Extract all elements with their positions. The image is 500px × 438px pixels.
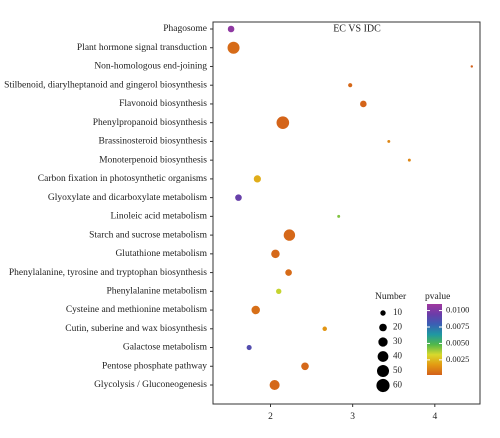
y-tick-label: Starch and sucrose metabolism	[89, 230, 208, 240]
size-legend-dot	[379, 323, 387, 332]
y-tick-label: Glycolysis / Gluconeogenesis	[94, 380, 207, 390]
size-legend-dot	[380, 310, 386, 316]
size-legend-title: Number	[375, 292, 407, 302]
data-point	[269, 379, 280, 391]
data-point	[285, 269, 292, 276]
x-tick-label: 4	[432, 412, 437, 422]
data-point	[251, 305, 260, 315]
y-tick-label: Carbon fixation in photosynthetic organi…	[38, 173, 208, 184]
x-tick-label: 3	[350, 412, 355, 422]
y-tick-label: Phagosome	[163, 24, 207, 34]
data-point	[246, 344, 252, 351]
y-tick-label: Galactose metabolism	[123, 343, 208, 353]
y-tick-label: Linoleic acid metabolism	[110, 212, 207, 222]
size-legend-dot	[376, 364, 390, 378]
chart-title: EC VS IDC	[333, 23, 381, 34]
data-point	[276, 288, 282, 295]
data-point	[227, 41, 240, 54]
data-point	[348, 83, 353, 88]
y-tick-label: Glutathione metabolism	[115, 249, 207, 259]
y-tick-label: Flavonoid biosynthesis	[119, 99, 207, 109]
data-point	[283, 229, 296, 241]
data-point	[337, 214, 341, 218]
size-legend-label: 20	[393, 322, 403, 332]
size-legend-label: 50	[393, 365, 403, 375]
size-legend-label: 10	[393, 307, 403, 317]
y-tick-label: Brassinosteroid biosynthesis	[99, 137, 208, 147]
y-tick-label: Plant hormone signal transduction	[77, 43, 207, 53]
data-point	[235, 194, 242, 201]
color-legend-bar	[427, 304, 442, 375]
size-legend-dot	[377, 351, 389, 362]
plot-frame	[212, 21, 481, 405]
size-legend-label: 40	[393, 351, 403, 361]
y-tick-label: Monoterpenoid biosynthesis	[99, 155, 207, 165]
y-tick-label: Glyoxylate and dicarboxylate metabolism	[48, 193, 208, 203]
data-point	[301, 362, 309, 371]
y-tick-label: Cutin, suberine and wax biosynthesis	[65, 324, 207, 334]
size-legend-dot	[378, 337, 388, 347]
color-legend-label: 0.0025	[446, 354, 469, 364]
size-legend-dot	[376, 378, 390, 393]
data-point	[360, 100, 367, 108]
y-tick-label: Pentose phosphate pathway	[102, 361, 207, 371]
y-tick-label: Stilbenoid, diarylheptanoid and gingerol…	[4, 80, 207, 90]
data-point	[276, 116, 290, 129]
color-legend-title: pvalue	[425, 292, 450, 302]
color-legend-label: 0.0100	[446, 305, 469, 315]
x-tick-label: 2	[268, 412, 273, 422]
y-tick-label: Phenylalanine metabolism	[106, 287, 207, 297]
color-legend-label: 0.0050	[446, 337, 469, 347]
y-tick-label: Non-homologous end-joining	[94, 62, 207, 72]
size-legend-label: 60	[393, 380, 403, 390]
y-tick-label: Phenylpropanoid biosynthesis	[93, 118, 208, 128]
y-tick-label: Cysteine and methionine metabolism	[66, 305, 208, 315]
data-point	[387, 139, 391, 143]
data-point	[322, 326, 327, 332]
data-point	[407, 158, 411, 162]
size-legend-label: 30	[393, 336, 403, 346]
color-legend-label: 0.0075	[446, 321, 469, 331]
data-point	[253, 175, 261, 183]
data-point	[271, 249, 280, 259]
data-point	[470, 65, 473, 68]
data-point	[227, 25, 235, 33]
y-tick-label: Phenylalanine, tyrosine and tryptophan b…	[9, 268, 207, 278]
